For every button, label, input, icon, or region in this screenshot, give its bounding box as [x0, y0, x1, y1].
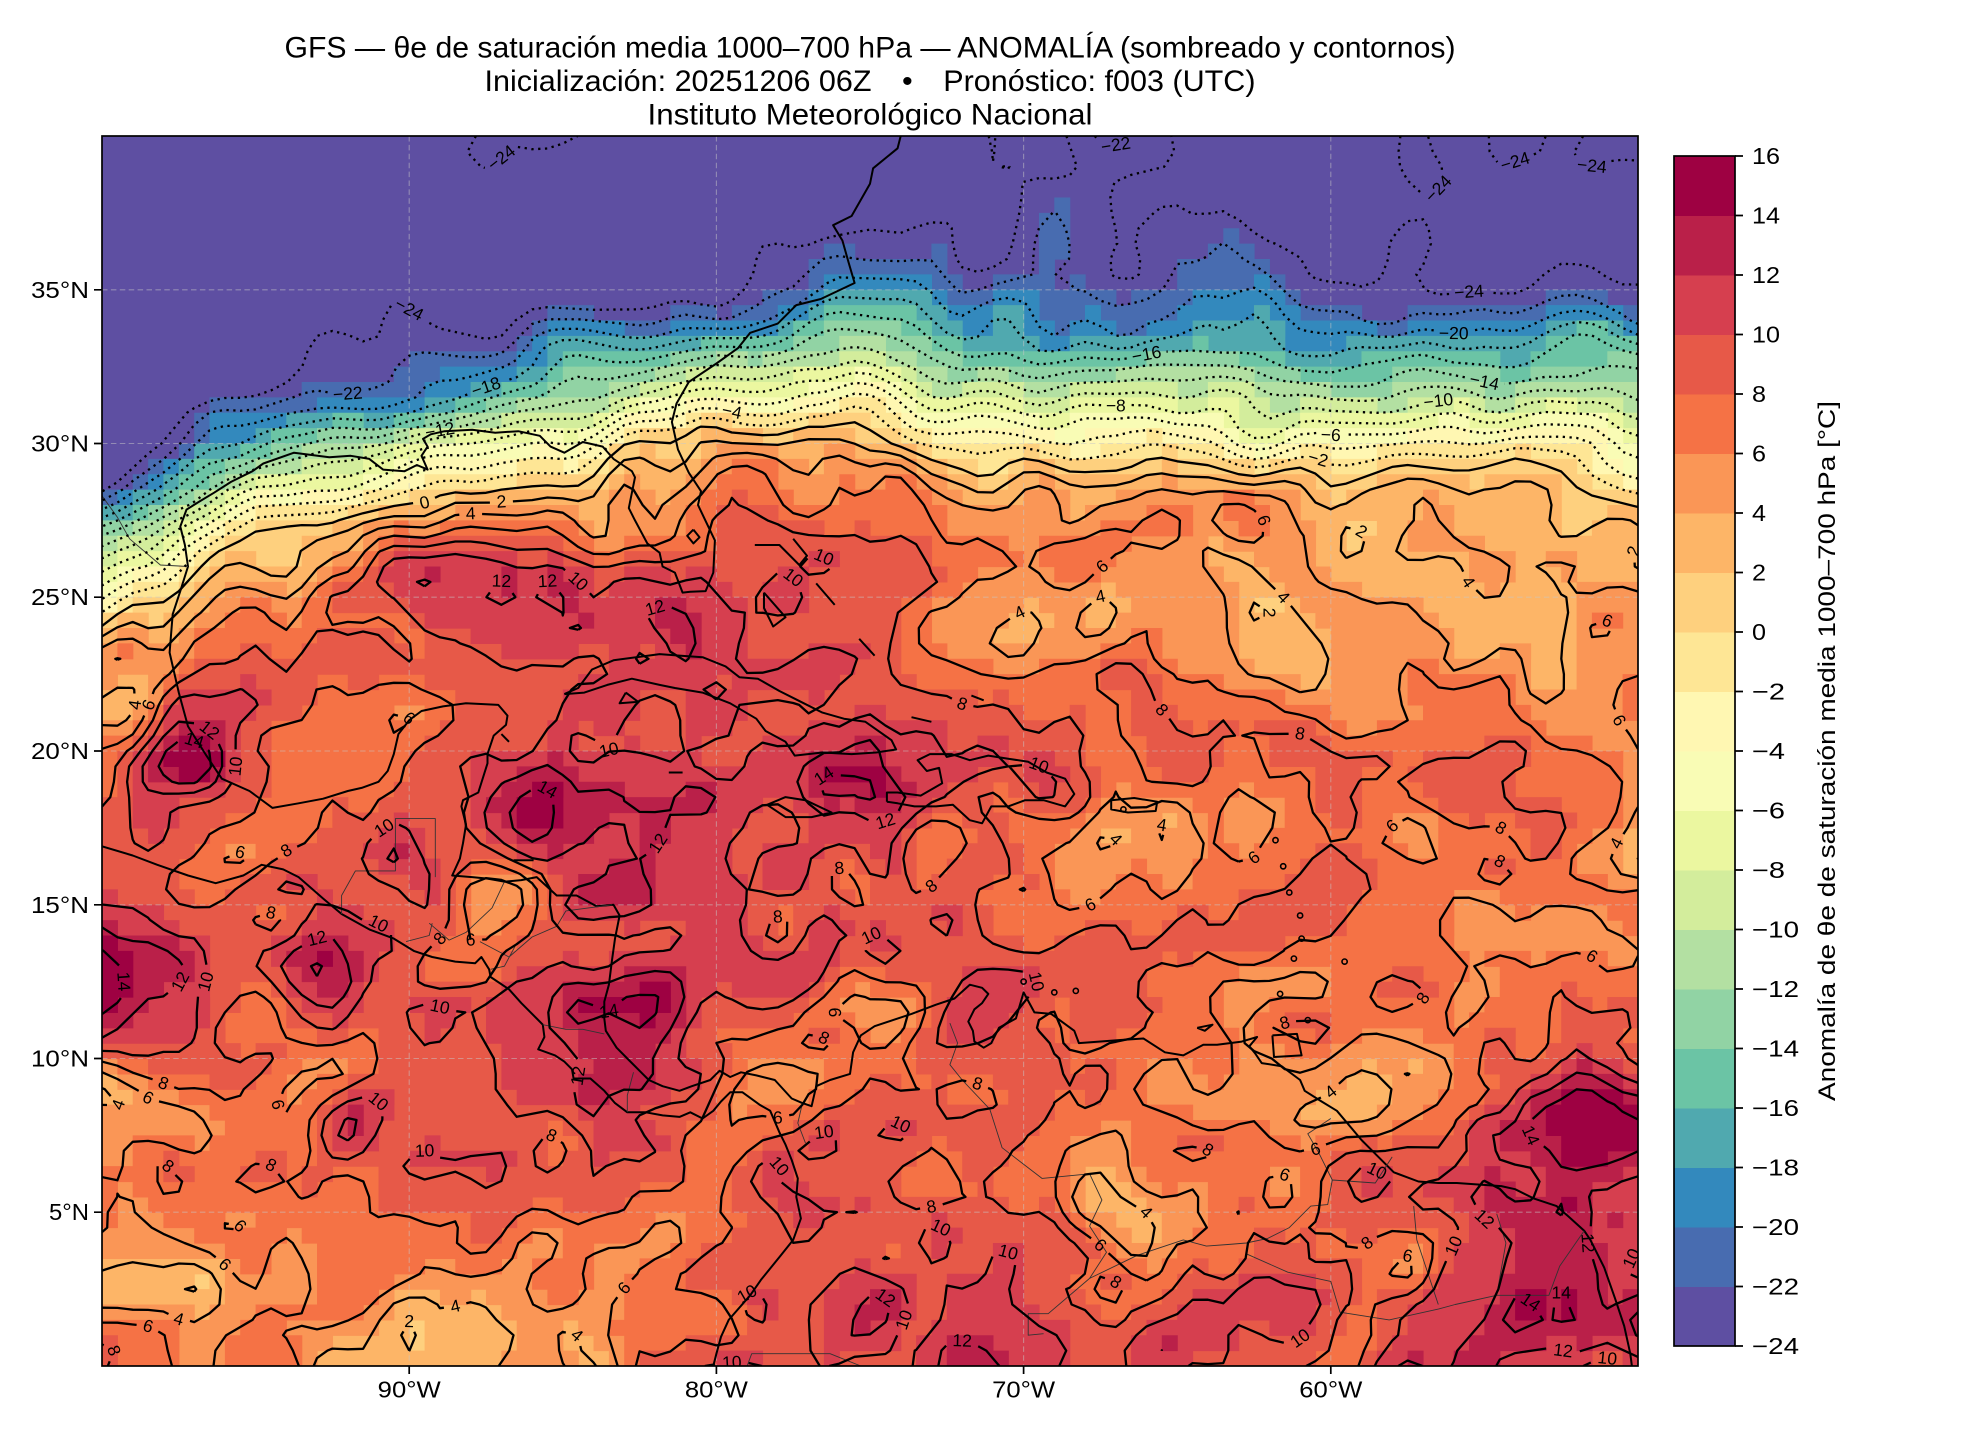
svg-text:20°N: 20°N — [31, 738, 89, 764]
svg-text:10: 10 — [813, 1121, 835, 1144]
svg-text:6: 6 — [233, 841, 247, 863]
svg-text:4: 4 — [448, 1295, 462, 1317]
svg-text:30°N: 30°N — [31, 431, 89, 457]
svg-text:−20: −20 — [1752, 1214, 1799, 1240]
svg-text:2: 2 — [496, 491, 507, 511]
svg-text:6: 6 — [825, 1007, 845, 1017]
svg-text:12: 12 — [305, 926, 329, 950]
svg-text:12: 12 — [567, 1065, 590, 1087]
svg-text:Inicialización: 20251206 06Z: Inicialización: 20251206 06Z • Pronóstic… — [485, 65, 1256, 98]
svg-text:10°N: 10°N — [31, 1046, 89, 1072]
svg-text:10: 10 — [1597, 1347, 1619, 1369]
svg-text:14: 14 — [1752, 203, 1780, 229]
svg-text:4: 4 — [465, 503, 476, 523]
svg-text:10: 10 — [224, 755, 246, 777]
svg-text:80°W: 80°W — [685, 1377, 748, 1403]
svg-text:8: 8 — [264, 902, 278, 924]
svg-text:−6: −6 — [1320, 424, 1341, 445]
svg-text:10: 10 — [1025, 970, 1049, 994]
svg-text:8: 8 — [1752, 381, 1766, 407]
svg-text:−20: −20 — [1439, 323, 1469, 344]
svg-text:12: 12 — [1552, 1339, 1574, 1361]
svg-text:4: 4 — [1094, 585, 1108, 607]
svg-text:10: 10 — [415, 1140, 435, 1161]
svg-text:12: 12 — [491, 571, 511, 592]
svg-text:10: 10 — [1752, 322, 1780, 348]
svg-text:Instituto Meteorológico Nacion: Instituto Meteorológico Nacional — [648, 99, 1093, 132]
svg-text:12: 12 — [537, 570, 557, 591]
svg-text:10: 10 — [597, 738, 621, 762]
svg-text:16: 16 — [1752, 143, 1780, 169]
svg-text:12: 12 — [1752, 262, 1780, 288]
svg-text:−6: −6 — [1752, 798, 1785, 824]
svg-text:5°N: 5°N — [49, 1199, 89, 1225]
svg-text:4: 4 — [124, 699, 145, 711]
svg-text:−4: −4 — [720, 400, 744, 424]
svg-text:Anomalía de θe de saturación m: Anomalía de θe de saturación media 1000–… — [1814, 401, 1841, 1101]
svg-text:−10: −10 — [1752, 917, 1799, 943]
svg-text:10: 10 — [428, 995, 451, 1019]
svg-text:−4: −4 — [1752, 738, 1785, 764]
svg-text:12: 12 — [952, 1330, 972, 1351]
svg-text:14: 14 — [1551, 1282, 1571, 1302]
svg-text:2: 2 — [404, 1311, 414, 1331]
svg-text:−8: −8 — [1106, 396, 1126, 416]
svg-text:6: 6 — [1752, 441, 1766, 467]
svg-text:−14: −14 — [1752, 1036, 1799, 1062]
svg-text:10: 10 — [1618, 1245, 1644, 1271]
svg-text:10: 10 — [722, 1352, 743, 1373]
svg-text:−24: −24 — [1752, 1333, 1799, 1359]
svg-text:−12: −12 — [1752, 976, 1799, 1002]
svg-text:8: 8 — [772, 906, 783, 926]
svg-text:−18: −18 — [1752, 1155, 1799, 1181]
svg-text:2: 2 — [1752, 560, 1766, 586]
svg-text:2: 2 — [1260, 608, 1280, 618]
svg-text:12: 12 — [1577, 1233, 1598, 1254]
svg-text:6: 6 — [772, 1107, 783, 1127]
svg-text:15°N: 15°N — [31, 892, 89, 918]
svg-text:60°W: 60°W — [1299, 1377, 1362, 1403]
svg-text:−2: −2 — [1752, 679, 1785, 705]
svg-text:−24: −24 — [1576, 154, 1608, 177]
svg-text:−22: −22 — [332, 382, 363, 404]
svg-text:−22: −22 — [1752, 1274, 1799, 1300]
svg-text:2: 2 — [1623, 544, 1645, 559]
svg-text:−24: −24 — [1453, 281, 1484, 303]
svg-text:GFS — θe de saturación media 1: GFS — θe de saturación media 1000–700 hP… — [285, 32, 1456, 65]
svg-text:−22: −22 — [1100, 133, 1132, 157]
svg-text:25°N: 25°N — [31, 584, 89, 610]
svg-text:14: 14 — [598, 999, 621, 1022]
svg-text:4: 4 — [1752, 500, 1766, 526]
svg-text:−16: −16 — [1752, 1095, 1799, 1121]
svg-text:6: 6 — [1401, 1245, 1414, 1266]
svg-text:90°W: 90°W — [378, 1377, 441, 1403]
svg-text:0: 0 — [1752, 619, 1766, 645]
svg-text:8: 8 — [1294, 723, 1307, 744]
svg-text:−8: −8 — [1752, 857, 1785, 883]
svg-text:−10: −10 — [1422, 389, 1454, 413]
svg-text:6: 6 — [466, 929, 476, 949]
svg-text:6: 6 — [267, 1098, 289, 1112]
svg-text:35°N: 35°N — [31, 277, 89, 303]
svg-text:8: 8 — [925, 1196, 938, 1217]
svg-text:70°W: 70°W — [992, 1377, 1055, 1403]
svg-text:8: 8 — [834, 858, 845, 879]
svg-text:4: 4 — [1155, 814, 1168, 835]
svg-text:14: 14 — [113, 971, 134, 992]
